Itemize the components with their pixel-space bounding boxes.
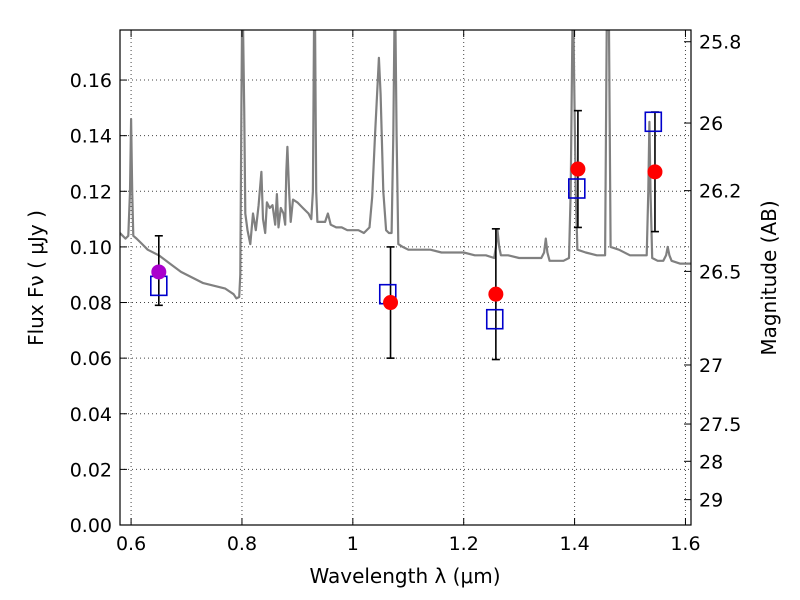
right-axis-title: Magnitude (AB) <box>757 200 781 355</box>
plot-area <box>120 30 691 361</box>
y-tick-label: 0.00 <box>70 515 112 537</box>
model-photometry-square <box>644 111 663 133</box>
model-spectrum-line <box>120 30 691 300</box>
y-tick-label: 0.10 <box>70 237 112 259</box>
y-tick-label: 0.16 <box>70 70 112 92</box>
right-tick-label: 27 <box>699 355 723 377</box>
x-axis-title: Wavelength λ (μm) <box>309 564 500 588</box>
observed-point <box>383 295 399 311</box>
x-tick-label: 1.4 <box>559 533 589 555</box>
observed-point <box>647 164 663 180</box>
y-tick-label: 0.12 <box>70 181 112 203</box>
right-tick-label: 28 <box>699 451 723 473</box>
observed-point <box>570 161 586 177</box>
observed-point <box>488 286 504 302</box>
x-tick-label: 0.6 <box>116 533 146 555</box>
x-tick-label: 1 <box>347 533 359 555</box>
y-tick-label: 0.04 <box>70 404 112 426</box>
x-tick-label: 0.8 <box>227 533 257 555</box>
y-tick-label: 0.14 <box>70 126 112 148</box>
right-tick-label: 25.8 <box>699 32 741 54</box>
plot-frame <box>119 29 692 526</box>
axis-ticks: 0.6 0.8 1 1.2 1.4 1.6 0.00 0.02 0.04 0.06 0.08 0.10… <box>70 30 741 555</box>
y-tick-label: 0.08 <box>70 293 112 315</box>
x-tick-label: 1.2 <box>449 533 479 555</box>
right-tick-label: 26.5 <box>699 261 741 283</box>
y-tick-label: 0.02 <box>70 459 112 481</box>
right-tick-label: 26 <box>699 113 723 135</box>
model-photometry-square <box>485 308 504 330</box>
x-tick-label: 1.6 <box>670 533 700 555</box>
y-tick-label: 0.06 <box>70 348 112 370</box>
y-axis-title: Flux Fν ( μJy ) <box>24 210 48 346</box>
right-tick-label: 27.5 <box>699 414 741 436</box>
grid-lines <box>120 30 691 525</box>
right-tick-label: 26.2 <box>699 181 741 203</box>
right-tick-label: 29 <box>699 490 723 512</box>
model-photometry-square <box>567 178 586 199</box>
observed-point <box>151 264 167 280</box>
